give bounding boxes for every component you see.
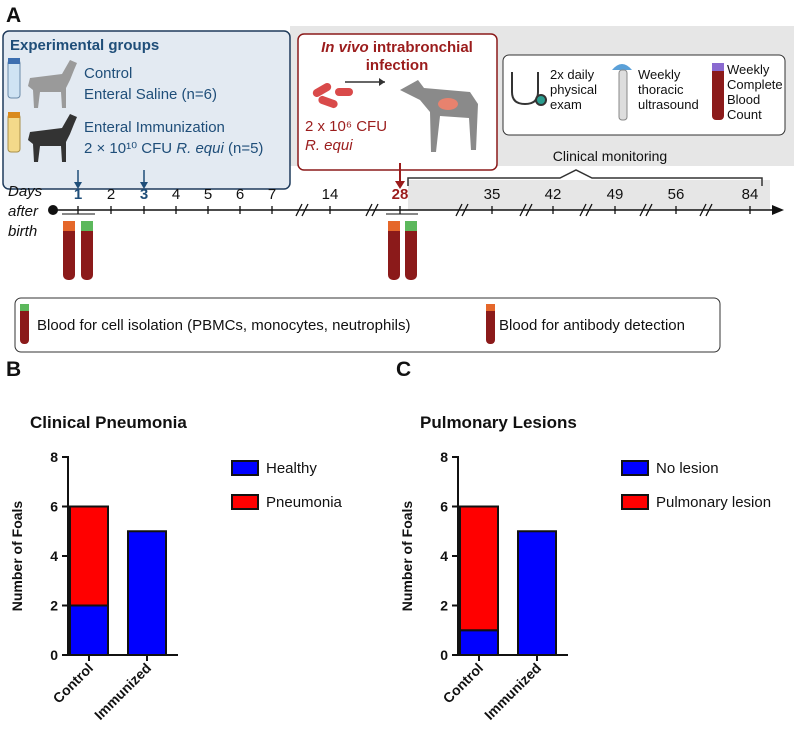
bacteria-icon bbox=[312, 78, 385, 109]
horse-icon bbox=[28, 60, 77, 162]
y-tick-label: 6 bbox=[50, 499, 58, 515]
bar bbox=[69, 505, 109, 607]
bracket bbox=[407, 169, 763, 186]
infection-title: infection bbox=[366, 57, 429, 74]
legend-label: No lesion bbox=[656, 460, 719, 477]
legend-swatch bbox=[621, 494, 649, 510]
y-tick-label: 2 bbox=[50, 598, 58, 614]
x-tick-label: Control bbox=[50, 660, 97, 707]
timeline-label: after bbox=[8, 203, 39, 220]
chart-title: Pulmonary Lesions bbox=[420, 413, 577, 432]
legend-label: Pulmonary lesion bbox=[656, 494, 771, 511]
tube-icon bbox=[20, 304, 495, 344]
group-text: (n=5) bbox=[224, 140, 264, 157]
infection-box bbox=[297, 33, 498, 171]
group-text: Control bbox=[84, 65, 132, 82]
day-label: 14 bbox=[322, 186, 339, 203]
x-tick-label: Immunized bbox=[91, 660, 154, 723]
day-label: 3 bbox=[140, 186, 148, 203]
day-label: 1 bbox=[74, 186, 82, 203]
day-label: 5 bbox=[204, 186, 212, 203]
y-tick-label: 4 bbox=[440, 548, 448, 564]
bar bbox=[69, 604, 109, 656]
timeline-label: birth bbox=[8, 223, 37, 240]
legend-swatch bbox=[231, 494, 259, 510]
infection-title: intrabronchial bbox=[369, 39, 473, 56]
infection-title: In vivo bbox=[321, 39, 369, 56]
legend-text: Blood for cell isolation (PBMCs, monocyt… bbox=[37, 317, 411, 334]
day-label: 42 bbox=[545, 186, 562, 203]
panel-label: C bbox=[396, 358, 411, 381]
bar bbox=[517, 530, 557, 656]
arrow bbox=[74, 163, 405, 189]
group-text: 2 × 10¹⁰ CFU bbox=[84, 140, 176, 157]
ultrasound-icon bbox=[612, 64, 632, 121]
day-label: 49 bbox=[607, 186, 624, 203]
day-label: 35 bbox=[484, 186, 501, 203]
arrowhead bbox=[772, 205, 784, 215]
groups-box bbox=[2, 30, 291, 190]
group-text: R. equi bbox=[176, 140, 224, 157]
x-tick-label: Immunized bbox=[481, 660, 544, 723]
legend-swatch bbox=[231, 460, 259, 476]
tube-icon bbox=[712, 63, 724, 120]
birth-dot bbox=[48, 205, 58, 215]
legend-label: Healthy bbox=[266, 460, 317, 477]
tube-icon bbox=[7, 58, 21, 153]
x-tick-label: Control bbox=[440, 660, 487, 707]
legend-text: Blood for antibody detection bbox=[499, 317, 685, 334]
bar bbox=[459, 505, 499, 632]
monitoring-label: Clinical monitoring bbox=[553, 148, 667, 164]
day-label: 56 bbox=[668, 186, 685, 203]
monitor-band bbox=[408, 180, 770, 210]
panel-label: A bbox=[6, 4, 21, 27]
legend-swatch bbox=[621, 460, 649, 476]
day-label: 4 bbox=[172, 186, 180, 203]
y-axis-label: Number of Foals bbox=[399, 501, 415, 612]
monitoring-text: Blood bbox=[727, 92, 760, 107]
monitoring-text: 2x daily bbox=[550, 67, 595, 82]
day-label: 84 bbox=[742, 186, 759, 203]
monitoring-text: physical bbox=[550, 82, 597, 97]
day-label: 7 bbox=[268, 186, 276, 203]
legend-label: Pneumonia bbox=[266, 494, 343, 511]
monitoring-text: Weekly bbox=[638, 67, 681, 82]
day-label: 28 bbox=[392, 186, 409, 203]
y-tick-label: 0 bbox=[440, 647, 448, 663]
y-tick-label: 8 bbox=[50, 449, 58, 465]
group-text: Enteral Immunization bbox=[84, 119, 225, 136]
infection-title: In vivo intrabronchial bbox=[321, 39, 473, 56]
infection-dose: R. equi bbox=[305, 137, 353, 154]
infection-dose: 2 x 10⁶ CFU bbox=[305, 118, 387, 135]
y-tick-label: 0 bbox=[50, 647, 58, 663]
monitoring-text: exam bbox=[550, 97, 582, 112]
stethoscope-icon bbox=[511, 72, 547, 106]
monitoring-text: Complete bbox=[727, 77, 783, 92]
y-tick-label: 6 bbox=[440, 499, 448, 515]
y-tick-label: 4 bbox=[50, 548, 58, 564]
monitoring-text: ultrasound bbox=[638, 97, 699, 112]
day-label: 2 bbox=[107, 186, 115, 203]
monitoring-text: thoracic bbox=[638, 82, 684, 97]
panel-label: B bbox=[6, 358, 21, 381]
legend-box bbox=[14, 297, 721, 353]
y-tick-label: 8 bbox=[440, 449, 448, 465]
bar bbox=[127, 530, 167, 656]
group-text: 2 × 10¹⁰ CFU R. equi (n=5) bbox=[84, 140, 263, 157]
timeline-label: Days bbox=[8, 183, 43, 200]
bar bbox=[459, 629, 499, 656]
y-tick-label: 2 bbox=[440, 598, 448, 614]
monitoring-text: Weekly bbox=[727, 62, 770, 77]
y-axis-label: Number of Foals bbox=[9, 501, 25, 612]
chart-title: Clinical Pneumonia bbox=[30, 413, 187, 432]
break-marks bbox=[295, 203, 713, 217]
monitoring-text: Count bbox=[727, 107, 762, 122]
foal-icon bbox=[400, 80, 478, 152]
tube-icon bbox=[63, 221, 417, 280]
group-text: Enteral Saline (n=6) bbox=[84, 86, 217, 103]
day-label: 6 bbox=[236, 186, 244, 203]
groups-title: Experimental groups bbox=[10, 37, 159, 54]
